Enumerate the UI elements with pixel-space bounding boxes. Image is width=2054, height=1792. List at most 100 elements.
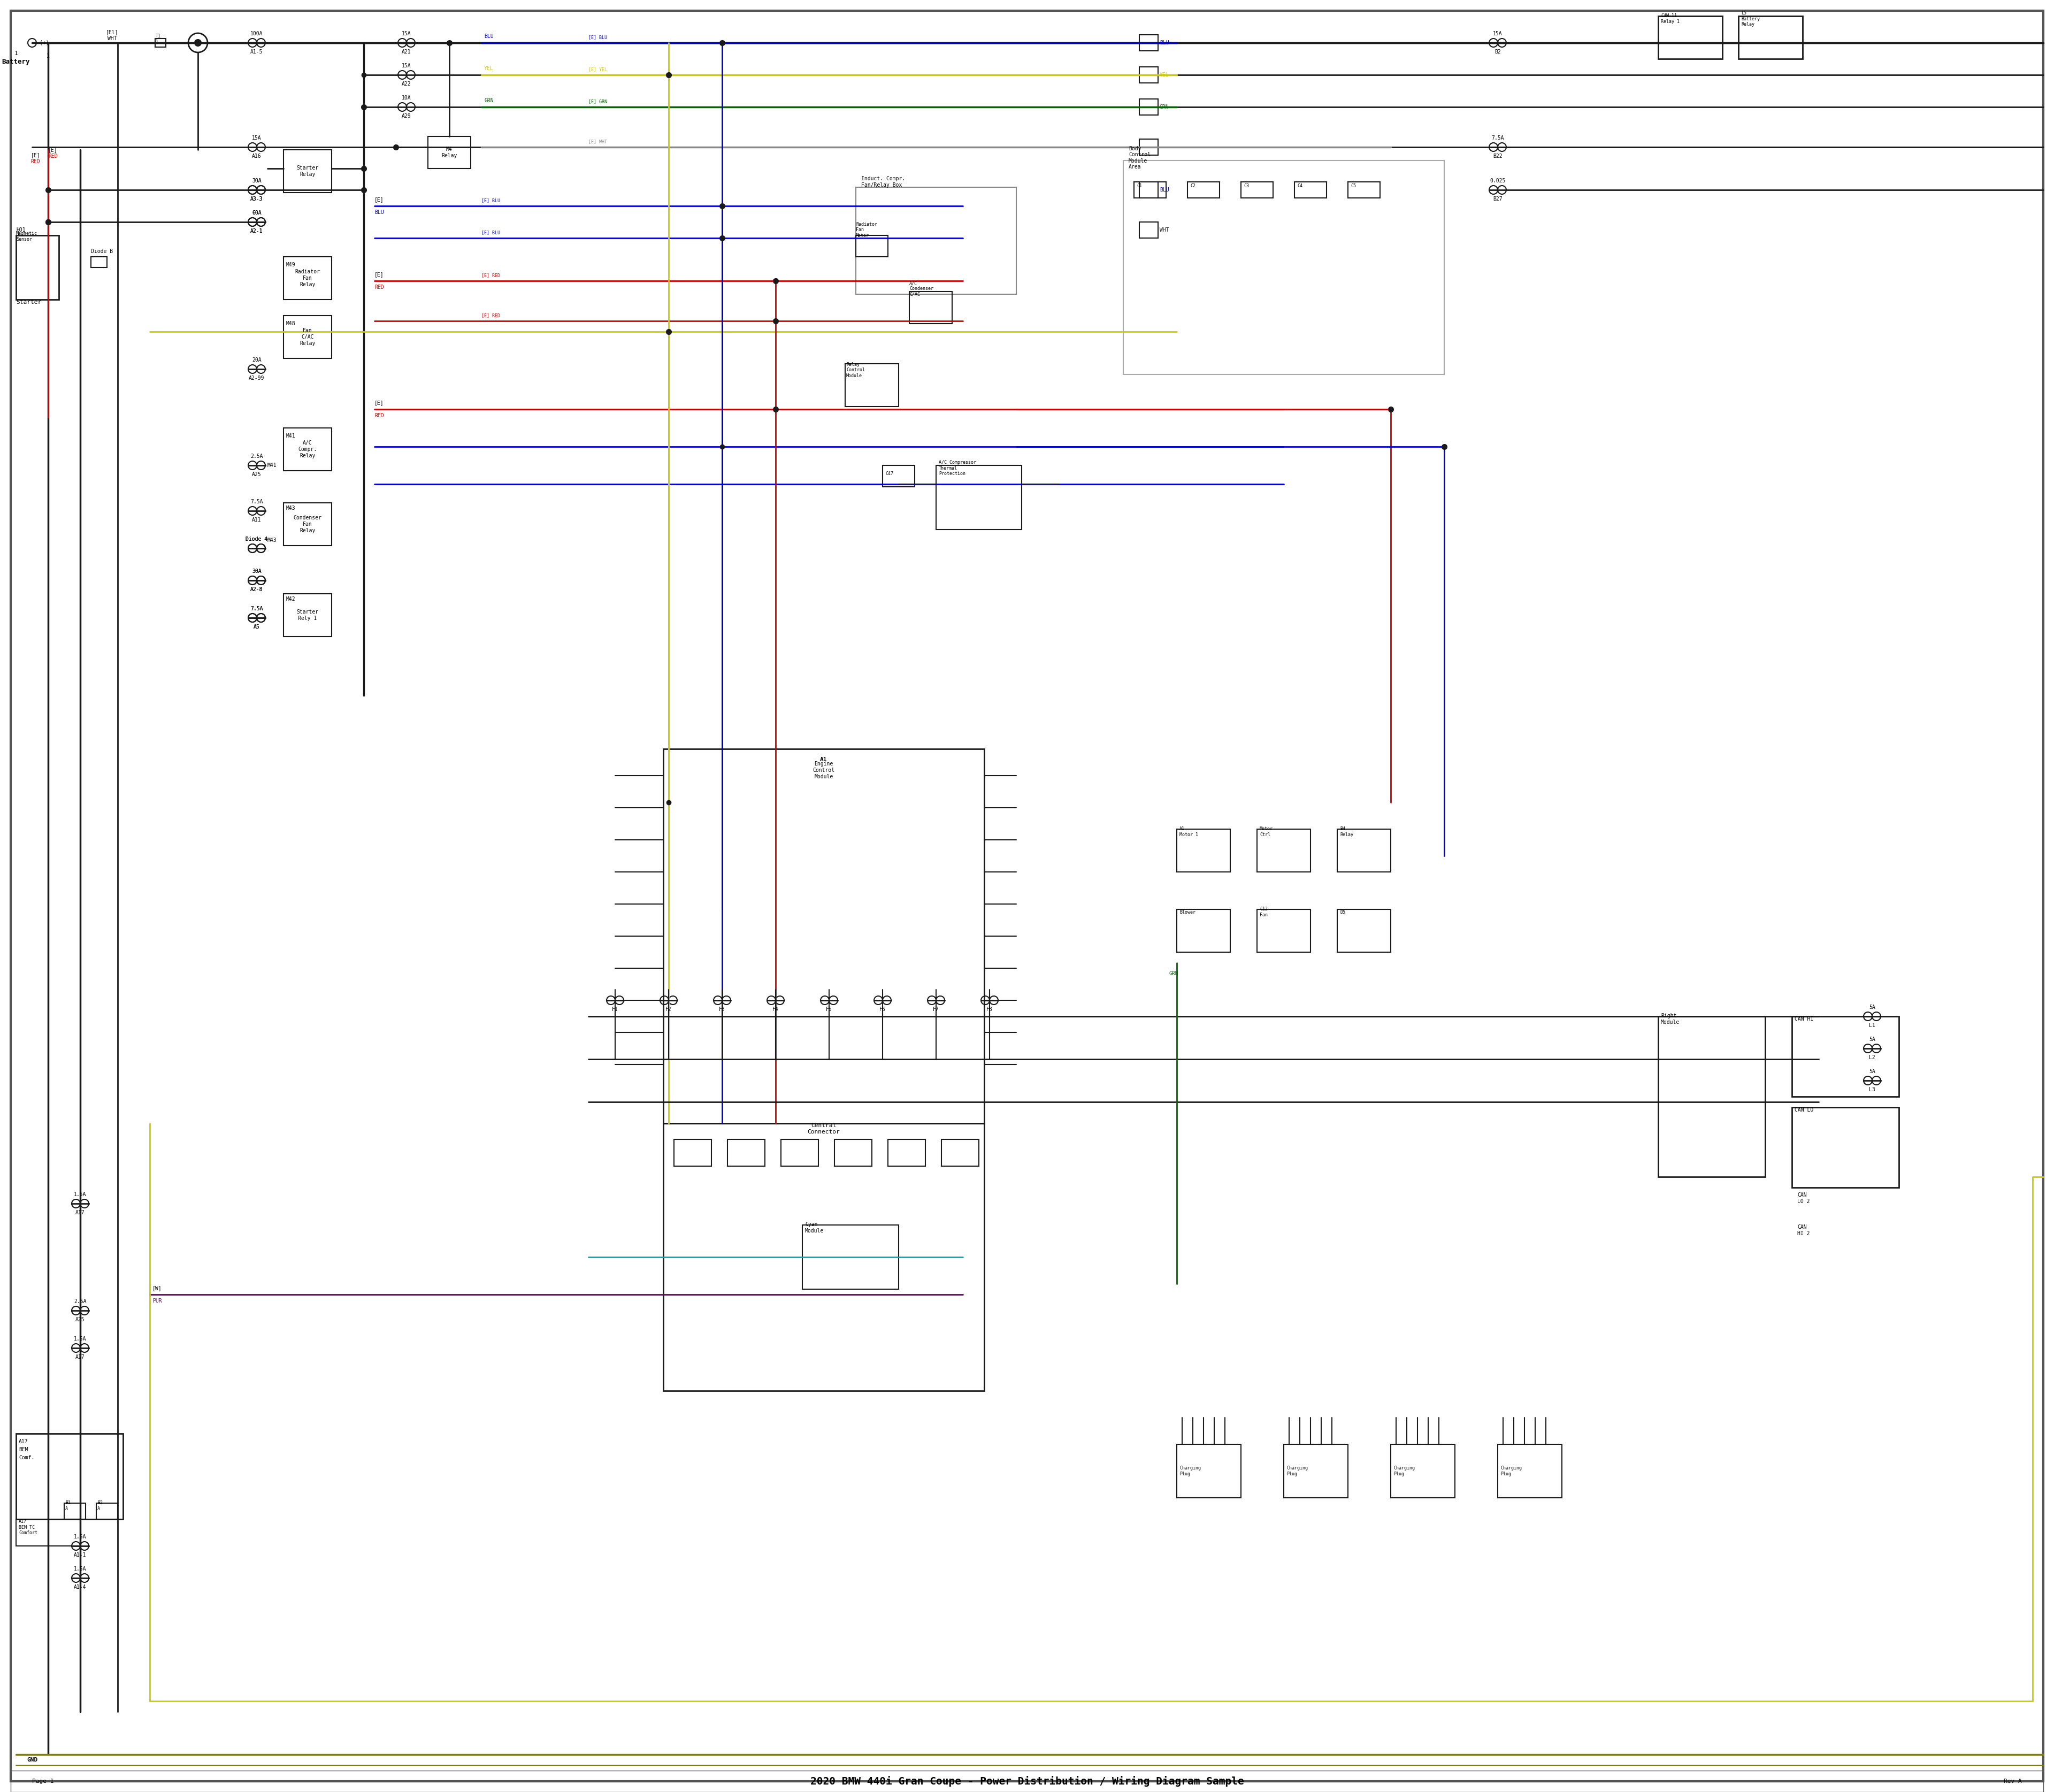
Text: [E]: [E] — [374, 197, 384, 202]
Text: C12
Fan: C12 Fan — [1259, 907, 1267, 918]
Text: Right
Module: Right Module — [1662, 1012, 1680, 1025]
Bar — [1337, 909, 1391, 952]
Text: Starter
Relay: Starter Relay — [296, 165, 318, 177]
Text: BEM: BEM — [18, 1446, 29, 1452]
Text: [E]: [E] — [47, 147, 58, 152]
Text: A17: A17 — [76, 1210, 84, 1215]
Bar — [283, 428, 331, 471]
Text: CAN
HI 2: CAN HI 2 — [1797, 1224, 1810, 1236]
Bar — [1738, 16, 1803, 59]
Text: F3: F3 — [719, 1007, 725, 1012]
Bar — [90, 256, 107, 267]
Text: C5: C5 — [1352, 183, 1356, 188]
Text: 1.5A: 1.5A — [74, 1192, 86, 1197]
Text: Engine
Control
Module: Engine Control Module — [813, 762, 834, 780]
Text: [E]: [E] — [31, 152, 41, 158]
Bar — [1497, 1444, 1561, 1498]
Text: F4: F4 — [772, 1007, 778, 1012]
Text: Diode 4: Diode 4 — [246, 536, 267, 541]
Text: C1: C1 — [1136, 183, 1142, 188]
Bar — [1124, 161, 1444, 375]
Text: GRN: GRN — [485, 99, 493, 104]
Text: B2: B2 — [1495, 48, 1501, 54]
Text: 30A: 30A — [253, 568, 261, 573]
Text: A2-1: A2-1 — [251, 228, 263, 233]
Text: A11: A11 — [253, 518, 261, 523]
Text: YEL: YEL — [1161, 72, 1169, 77]
Text: 1: 1 — [47, 54, 49, 59]
Bar — [10, 1770, 2044, 1792]
Text: RED: RED — [47, 154, 58, 159]
Text: A17: A17 — [76, 1355, 84, 1360]
Text: [E] WHT: [E] WHT — [587, 140, 608, 143]
Text: WHT: WHT — [107, 36, 117, 41]
Text: [E] RED: [E] RED — [481, 272, 499, 278]
Text: WHT: WHT — [1161, 228, 1169, 233]
Text: A2-99: A2-99 — [249, 376, 265, 382]
Bar — [883, 466, 914, 487]
Text: Charging
Plug: Charging Plug — [1393, 1466, 1415, 1477]
Text: Starter
Rely 1: Starter Rely 1 — [296, 609, 318, 622]
Text: M49: M49 — [286, 262, 296, 267]
Text: Diode 4: Diode 4 — [246, 536, 267, 541]
Bar — [937, 466, 1021, 530]
Text: 5A: 5A — [1869, 1005, 1875, 1011]
Text: M42: M42 — [286, 597, 296, 602]
Text: 1.5A: 1.5A — [74, 1337, 86, 1342]
Text: F6: F6 — [879, 1007, 885, 1012]
Bar — [1294, 181, 1327, 197]
Bar — [910, 292, 953, 324]
Bar — [1791, 1107, 1898, 1188]
Text: Body
Control
Module
Area: Body Control Module Area — [1128, 145, 1150, 170]
Bar — [1140, 181, 1158, 197]
Text: BLU: BLU — [1161, 39, 1169, 45]
Text: 20A: 20A — [253, 357, 261, 362]
Text: L1: L1 — [1869, 1023, 1875, 1029]
Text: C3: C3 — [1243, 183, 1249, 188]
Text: B2
A: B2 A — [97, 1500, 103, 1511]
Text: GRN: GRN — [1161, 104, 1169, 109]
Text: 5A: 5A — [1869, 1038, 1875, 1041]
Text: 0.025: 0.025 — [1489, 177, 1506, 183]
Text: CAN HI: CAN HI — [1795, 1016, 1814, 1021]
Bar — [834, 1140, 871, 1167]
Text: [El]: [El] — [107, 29, 119, 34]
Text: 1.5A: 1.5A — [74, 1566, 86, 1572]
Bar — [887, 1140, 926, 1167]
Text: Blower: Blower — [1179, 910, 1195, 914]
Bar — [844, 364, 900, 407]
Text: F2: F2 — [665, 1007, 672, 1012]
Text: L3: L3 — [1869, 1088, 1875, 1093]
Text: 2.5A: 2.5A — [251, 453, 263, 459]
Text: A1: A1 — [820, 756, 828, 762]
Text: A3-3: A3-3 — [251, 197, 263, 202]
Text: Charging
Plug: Charging Plug — [1286, 1466, 1308, 1477]
Text: Radiator
Fan
Motor: Radiator Fan Motor — [857, 222, 877, 238]
Text: [E] BLU: [E] BLU — [481, 199, 499, 202]
Text: Diode B: Diode B — [90, 249, 113, 254]
Text: GRN: GRN — [1169, 971, 1179, 977]
Bar — [781, 1140, 817, 1167]
Text: L5
Battery
Relay: L5 Battery Relay — [1742, 11, 1760, 27]
Text: C47: C47 — [885, 471, 893, 477]
Text: L2: L2 — [1869, 1055, 1875, 1061]
Text: A/C
Compr.
Relay: A/C Compr. Relay — [298, 441, 316, 459]
Text: YEL: YEL — [485, 66, 493, 72]
Text: [E] GRN: [E] GRN — [587, 99, 608, 104]
Text: A16: A16 — [253, 154, 261, 159]
Bar — [16, 235, 60, 299]
Text: Radiator
Fan
Relay: Radiator Fan Relay — [296, 269, 320, 287]
Text: 30A: 30A — [253, 177, 261, 183]
Text: M41: M41 — [286, 434, 296, 439]
Text: 5A: 5A — [1869, 1068, 1875, 1073]
Text: BLU: BLU — [1161, 186, 1169, 192]
Text: A2-8: A2-8 — [251, 586, 263, 591]
Text: 10A: 10A — [403, 95, 411, 100]
Text: [E] YEL: [E] YEL — [587, 66, 608, 72]
Text: CAN LO: CAN LO — [1795, 1107, 1814, 1113]
Text: A1-5: A1-5 — [251, 48, 263, 54]
Bar — [727, 1140, 764, 1167]
Text: T1
1: T1 1 — [156, 34, 160, 45]
Text: Cyan
Module: Cyan Module — [805, 1222, 824, 1233]
Bar — [674, 1140, 711, 1167]
